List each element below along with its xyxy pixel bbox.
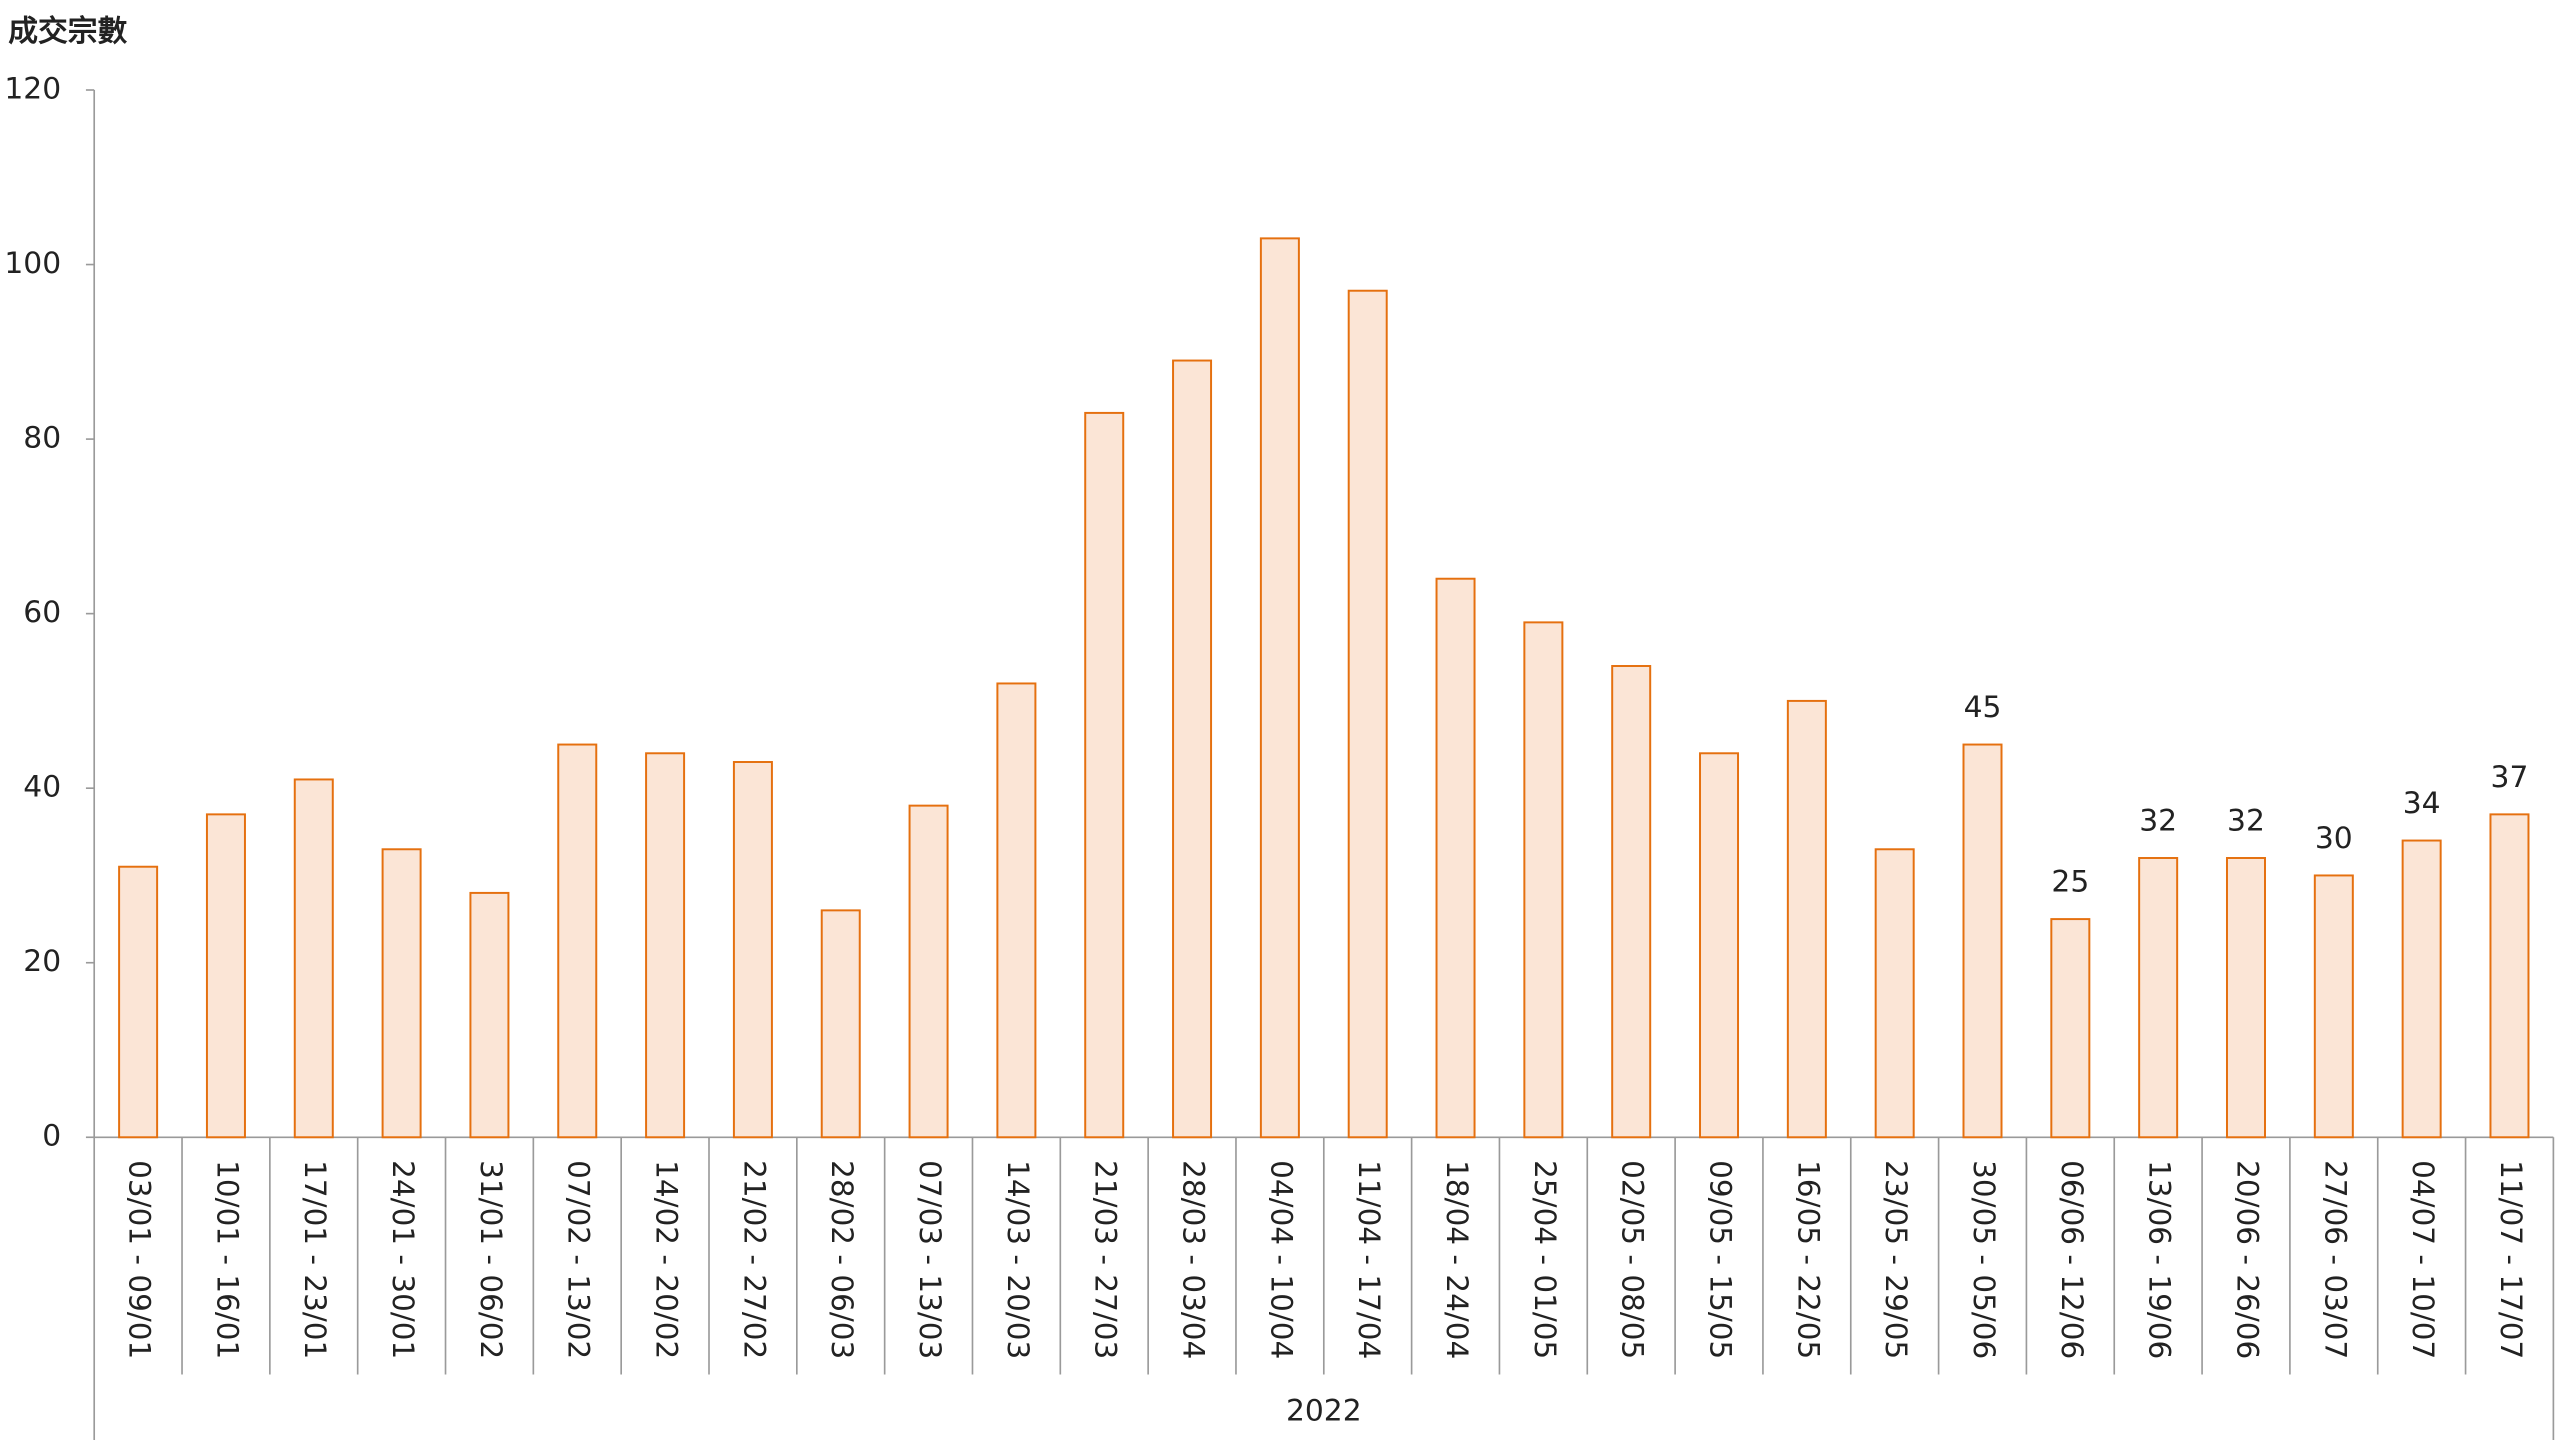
data-label: 32: [2139, 804, 2177, 838]
bar: [2313, 874, 2354, 1139]
bar: [1435, 577, 1476, 1139]
y-tick-label: 40: [23, 770, 61, 804]
bar: [1786, 699, 1827, 1139]
bar: [2489, 813, 2530, 1139]
bar: [1874, 848, 1915, 1139]
x-tick-label: 16/05 - 22/05: [1791, 1160, 1825, 1359]
bar: [1962, 743, 2003, 1139]
x-tick-label: 23/05 - 29/05: [1879, 1160, 1913, 1359]
x-tick-label: 06/06 - 12/06: [2055, 1160, 2089, 1359]
data-label: 25: [2051, 865, 2089, 899]
bar: [469, 891, 510, 1139]
x-tick-label: 20/06 - 26/06: [2230, 1160, 2264, 1359]
bar: [2401, 839, 2442, 1139]
x-tick-label: 13/06 - 19/06: [2143, 1160, 2177, 1359]
bar: [2138, 857, 2179, 1139]
y-axis-title: 成交宗數: [8, 14, 127, 48]
y-tick-label: 0: [42, 1119, 61, 1153]
bar: [1347, 289, 1388, 1139]
y-tick-label: 100: [4, 246, 61, 280]
bar: [1172, 359, 1213, 1139]
x-tick-label: 07/02 - 13/02: [562, 1160, 596, 1359]
bar: [293, 778, 334, 1139]
bar: [908, 804, 949, 1139]
x-tick-label: 07/03 - 13/03: [913, 1160, 947, 1359]
bar: [2050, 918, 2091, 1139]
x-tick-label: 21/03 - 27/03: [1089, 1160, 1123, 1359]
bar: [1611, 665, 1652, 1139]
y-tick-label: 120: [4, 72, 61, 106]
x-tick-label: 31/01 - 06/02: [474, 1160, 508, 1359]
y-tick-label: 60: [23, 595, 61, 629]
bar: [557, 743, 598, 1139]
x-tick-label: 30/05 - 05/06: [1967, 1160, 2001, 1359]
bar: [1699, 752, 1740, 1139]
group-label: 2022: [1286, 1394, 1362, 1428]
data-label: 30: [2315, 821, 2353, 855]
bar: [2225, 857, 2266, 1139]
x-tick-label: 02/05 - 08/05: [1616, 1160, 1650, 1359]
bar: [820, 909, 861, 1139]
x-tick-label: 11/07 - 17/07: [2494, 1160, 2528, 1359]
data-label: 34: [2403, 786, 2441, 820]
y-tick-label: 20: [23, 944, 61, 978]
x-tick-label: 21/02 - 27/02: [737, 1160, 771, 1359]
x-tick-label: 04/07 - 10/07: [2406, 1160, 2440, 1359]
x-tick-label: 11/04 - 17/04: [1352, 1160, 1386, 1359]
y-tick-label: 80: [23, 421, 61, 455]
bar: [205, 813, 246, 1139]
bar: [996, 682, 1037, 1139]
data-label: 32: [2227, 804, 2265, 838]
bar: [1259, 237, 1300, 1139]
x-tick-label: 28/02 - 06/03: [825, 1160, 859, 1359]
x-tick-label: 24/01 - 30/01: [386, 1160, 420, 1359]
bar: [381, 848, 422, 1139]
bar: [1084, 411, 1125, 1139]
x-tick-label: 28/03 - 03/04: [1176, 1160, 1210, 1359]
data-label: 45: [1964, 690, 2002, 724]
x-tick-label: 14/02 - 20/02: [650, 1160, 684, 1359]
x-tick-label: 10/01 - 16/01: [210, 1160, 244, 1359]
data-label: 37: [2491, 760, 2529, 794]
x-tick-label: 17/01 - 23/01: [298, 1160, 332, 1359]
x-tick-label: 18/04 - 24/04: [1440, 1160, 1474, 1359]
x-tick-label: 03/01 - 09/01: [123, 1160, 157, 1359]
bar: [645, 752, 686, 1139]
x-tick-label: 25/04 - 01/05: [1528, 1160, 1562, 1359]
x-tick-label: 04/04 - 10/04: [1264, 1160, 1298, 1359]
bar: [732, 761, 773, 1139]
bar: [1523, 621, 1564, 1139]
x-tick-label: 27/06 - 03/07: [2318, 1160, 2352, 1359]
x-tick-label: 09/05 - 15/05: [1703, 1160, 1737, 1359]
bar: [118, 865, 159, 1139]
x-tick-label: 14/03 - 20/03: [1001, 1160, 1035, 1359]
